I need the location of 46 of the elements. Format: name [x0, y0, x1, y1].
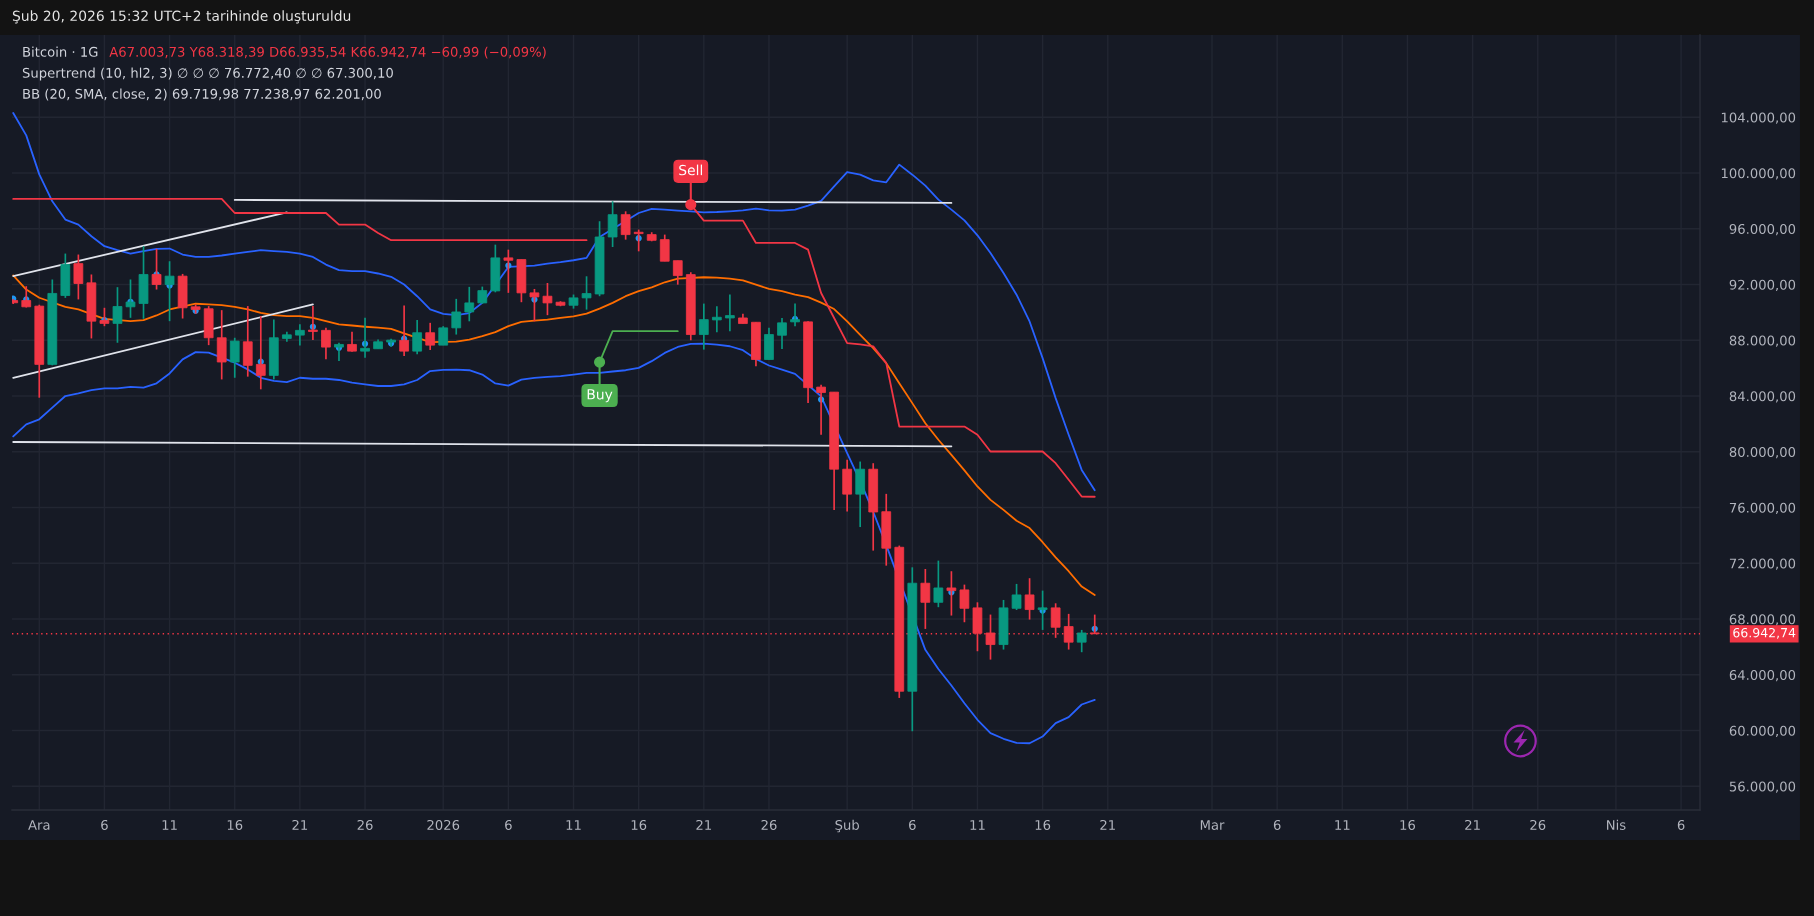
- x-tick-label: 26: [761, 819, 777, 830]
- x-tick-label: 26: [1530, 819, 1546, 830]
- x-tick-label: 21: [696, 819, 711, 830]
- annotation: Buy: [587, 389, 613, 403]
- x-tick-label: 2026: [427, 819, 460, 830]
- x-tick-label: 26: [357, 819, 373, 830]
- x-tick-label: 6: [505, 819, 512, 830]
- y-tick-label: 84.000,00: [1729, 391, 1796, 403]
- y-tick-label: 56.000,00: [1729, 781, 1796, 793]
- x-tick-label: Ara: [28, 820, 50, 830]
- x-tick-label: 11: [162, 820, 177, 830]
- x-tick-label: 6: [1677, 819, 1685, 830]
- x-tick-label: 11: [566, 820, 581, 830]
- x-tick-label: Mar: [1200, 820, 1225, 830]
- x-tick-label: 6: [909, 819, 916, 830]
- annotation: BB (20, SMA, close, 2) 69.719,98 77.238,97 62.201,00: [23, 88, 381, 101]
- ref-line-label: 66.942,74: [1733, 627, 1796, 639]
- y-tick-label: 80.000,00: [1729, 446, 1796, 459]
- x-tick-label: 21: [292, 819, 308, 830]
- x-tick-label: 6: [101, 819, 108, 830]
- annotation: Sell: [679, 164, 703, 176]
- text: Bitcoin · 1G: [23, 46, 98, 57]
- x-tick-label: 16: [227, 819, 243, 830]
- x-tick-label: Nis: [1607, 819, 1626, 830]
- y-tick-label: 104.000,00: [1721, 112, 1796, 124]
- y-tick-label: 68.000,00: [1729, 614, 1796, 626]
- text: Şub 20, 2026 15:32 UTC+2 tarihinde oluşturuldu: [12, 10, 351, 24]
- y-tick-label: 72.000,00: [1729, 558, 1796, 570]
- y-tick-label: 100.000,00: [1721, 168, 1796, 180]
- annotation: A67.003,73 Y68.318,39 D66.935,54 K66.942,74 −60,99 (−0,09%): [109, 46, 546, 59]
- x-tick-label: Şub: [835, 819, 859, 833]
- y-tick-label: 60.000,00: [1729, 725, 1796, 738]
- x-tick-label: 6: [1273, 819, 1281, 830]
- x-tick-label: 11: [1335, 820, 1350, 830]
- y-tick-label: 88.000,00: [1729, 335, 1796, 347]
- y-tick-label: 64.000,00: [1729, 670, 1796, 682]
- x-tick-label: 11: [970, 820, 985, 830]
- x-tick-label: 16: [1400, 819, 1416, 830]
- y-tick-label: 92.000,00: [1729, 279, 1796, 292]
- y-tick-label: 96.000,00: [1729, 223, 1796, 236]
- x-tick-label: 16: [631, 819, 647, 830]
- x-tick-label: 21: [1465, 819, 1480, 830]
- y-tick-label: 76.000,00: [1729, 502, 1796, 515]
- x-tick-label: 16: [1035, 819, 1051, 830]
- x-tick-label: 21: [1100, 819, 1115, 830]
- annotation: Supertrend (10, hl2, 3) ∅ ∅ ∅ 76.772,40 ∅ ∅ 67.300,10: [22, 67, 393, 81]
